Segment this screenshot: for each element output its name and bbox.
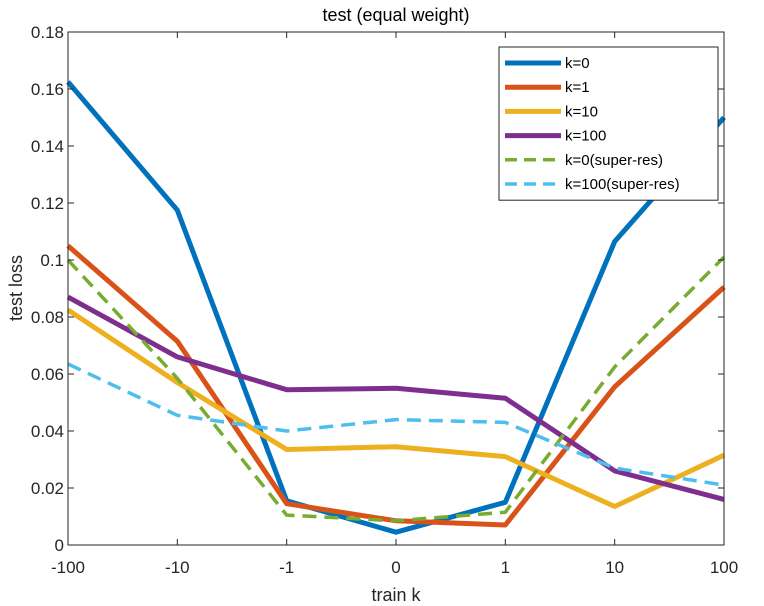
legend-label-5: k=100(super-res): [565, 176, 680, 193]
series-line-0: [66, 80, 726, 535]
legend-label-1: k=1: [565, 79, 590, 96]
x-tick-label: -1: [279, 558, 294, 577]
y-tick-label: 0.16: [31, 80, 64, 99]
legend-label-0: k=0: [565, 55, 590, 72]
legend: k=0 k=1 k=10 k=100 k=0(super-res) k=100(super…: [498, 46, 719, 201]
series-group: [66, 80, 726, 535]
y-tick-label: 0.14: [31, 137, 64, 156]
x-tick-label: 100: [710, 558, 738, 577]
chart-title: test (equal weight): [322, 5, 469, 25]
x-tick-label: 0: [391, 558, 400, 577]
series-line-5: [67, 362, 725, 487]
axis-ticks: -100 -10 -1 0 1 10 10000.020.040.060.080.10.12…: [31, 23, 738, 577]
legend-label-2: k=10: [565, 103, 598, 120]
series-line-3: [66, 294, 725, 502]
series-line-4: [66, 255, 726, 523]
y-tick-label: 0.06: [31, 365, 64, 384]
y-axis-title: test loss: [6, 255, 26, 321]
series-line-2: [66, 307, 726, 509]
y-tick-label: 0.12: [31, 194, 64, 213]
x-tick-label: 10: [605, 558, 624, 577]
y-tick-label: 0.18: [31, 23, 64, 42]
y-tick-label: 0.04: [31, 422, 64, 441]
x-tick-label: -100: [51, 558, 85, 577]
y-tick-label: 0: [55, 536, 64, 555]
y-tick-label: 0.08: [31, 308, 64, 327]
legend-label-4: k=0(super-res): [565, 152, 663, 169]
y-tick-label: 0.1: [40, 251, 64, 270]
x-tick-label: 1: [501, 558, 510, 577]
legend-label-3: k=100: [565, 128, 606, 145]
x-tick-label: -10: [165, 558, 190, 577]
legend-box: [498, 46, 719, 201]
x-axis-title: train k: [371, 585, 421, 605]
y-tick-label: 0.02: [31, 479, 64, 498]
